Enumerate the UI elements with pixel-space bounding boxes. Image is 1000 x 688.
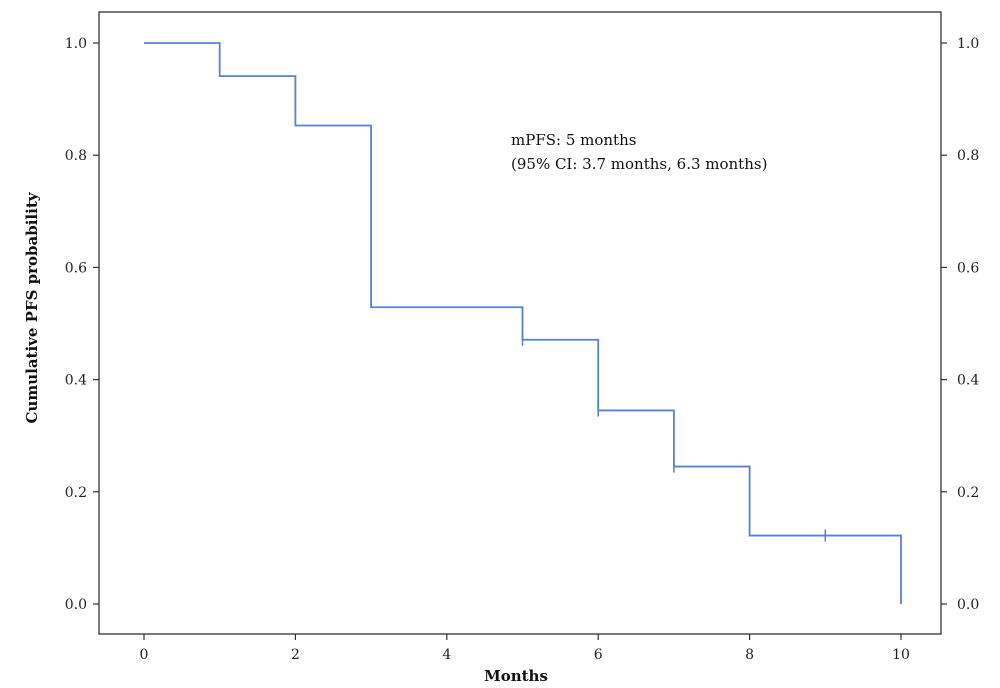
y-tick-label-left: 1.0 xyxy=(65,36,87,52)
series-layer xyxy=(144,42,902,604)
x-axis-title: Months xyxy=(484,667,548,685)
x-tick-label: 4 xyxy=(442,647,451,663)
y-axis-title: Cumulative PFS probability xyxy=(23,191,41,423)
y-tick-label-left: 0.8 xyxy=(65,148,87,164)
x-ticks: 0 2 4 6 8 10 xyxy=(140,634,910,663)
y-tick-label-left: 0.6 xyxy=(65,260,87,276)
y-tick-label-left: 0.4 xyxy=(65,373,87,389)
y-tick-label-right: 0.2 xyxy=(957,485,979,501)
annotation-line-2: (95% CI: 3.7 months, 6.3 months) xyxy=(511,155,767,173)
x-tick-label: 2 xyxy=(291,647,300,663)
x-tick-label: 8 xyxy=(745,647,754,663)
y-tick-label-left: 0.2 xyxy=(65,485,87,501)
annotation-group: mPFS: 5 months (95% CI: 3.7 months, 6.3 … xyxy=(511,131,767,173)
y-tick-label-right: 1.0 xyxy=(957,36,979,52)
y-ticks-left: 0.0 0.2 0.4 0.6 0.8 1.0 xyxy=(65,36,99,613)
x-tick-label: 0 xyxy=(140,647,149,663)
x-tick-label: 6 xyxy=(594,647,603,663)
y-tick-label-right: 0.6 xyxy=(957,260,979,276)
plot-frame xyxy=(98,11,942,635)
y-tick-label-left: 0.0 xyxy=(65,597,87,613)
y-tick-label-right: 0.8 xyxy=(957,148,979,164)
y-ticks-right: 0.0 0.2 0.4 0.6 0.8 1.0 xyxy=(941,36,979,613)
y-tick-label-right: 0.0 xyxy=(957,597,979,613)
x-tick-label: 10 xyxy=(892,647,910,663)
y-tick-label-right: 0.4 xyxy=(957,373,979,389)
annotation-line-1: mPFS: 5 months xyxy=(511,131,636,149)
survival-step-line xyxy=(144,42,902,604)
